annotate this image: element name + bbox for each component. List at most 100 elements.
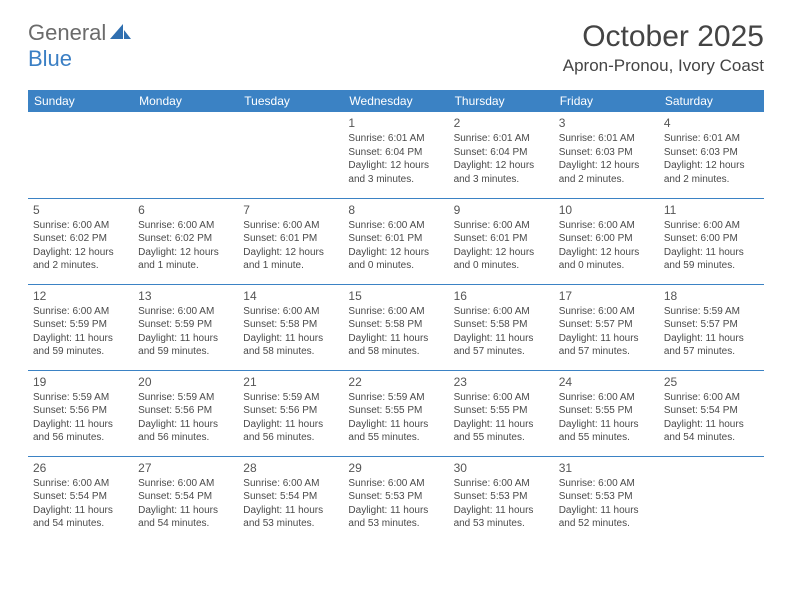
sunrise-text: Sunrise: 6:01 AM bbox=[348, 132, 443, 146]
calendar-cell: 25Sunrise: 6:00 AMSunset: 5:54 PMDayligh… bbox=[659, 370, 764, 456]
day-number: 7 bbox=[243, 202, 338, 218]
calendar-cell bbox=[238, 112, 343, 198]
day-number: 29 bbox=[348, 460, 443, 476]
day-number: 26 bbox=[33, 460, 128, 476]
sunset-text: Sunset: 5:57 PM bbox=[664, 318, 759, 332]
sunset-text: Sunset: 6:00 PM bbox=[664, 232, 759, 246]
sunrise-text: Sunrise: 6:00 AM bbox=[243, 477, 338, 491]
day-number: 27 bbox=[138, 460, 233, 476]
calendar-cell bbox=[659, 456, 764, 542]
day-number: 22 bbox=[348, 374, 443, 390]
sunrise-text: Sunrise: 6:01 AM bbox=[664, 132, 759, 146]
sunrise-text: Sunrise: 6:00 AM bbox=[348, 305, 443, 319]
sunset-text: Sunset: 5:59 PM bbox=[138, 318, 233, 332]
calendar-cell: 3Sunrise: 6:01 AMSunset: 6:03 PMDaylight… bbox=[554, 112, 659, 198]
calendar-cell: 19Sunrise: 5:59 AMSunset: 5:56 PMDayligh… bbox=[28, 370, 133, 456]
daylight-text: Daylight: 12 hours and 1 minute. bbox=[243, 246, 338, 273]
sunrise-text: Sunrise: 6:00 AM bbox=[33, 477, 128, 491]
sunrise-text: Sunrise: 6:01 AM bbox=[454, 132, 549, 146]
sunset-text: Sunset: 5:58 PM bbox=[243, 318, 338, 332]
daylight-text: Daylight: 12 hours and 3 minutes. bbox=[348, 159, 443, 186]
sunrise-text: Sunrise: 6:00 AM bbox=[559, 391, 654, 405]
sunrise-text: Sunrise: 6:00 AM bbox=[138, 477, 233, 491]
sunset-text: Sunset: 5:58 PM bbox=[454, 318, 549, 332]
daylight-text: Daylight: 12 hours and 0 minutes. bbox=[559, 246, 654, 273]
calendar-row: 19Sunrise: 5:59 AMSunset: 5:56 PMDayligh… bbox=[28, 370, 764, 456]
daylight-text: Daylight: 12 hours and 0 minutes. bbox=[454, 246, 549, 273]
daylight-text: Daylight: 12 hours and 0 minutes. bbox=[348, 246, 443, 273]
sunrise-text: Sunrise: 5:59 AM bbox=[664, 305, 759, 319]
sunset-text: Sunset: 5:56 PM bbox=[33, 404, 128, 418]
day-header-row: Sunday Monday Tuesday Wednesday Thursday… bbox=[28, 90, 764, 112]
sunrise-text: Sunrise: 6:00 AM bbox=[664, 391, 759, 405]
sunrise-text: Sunrise: 6:00 AM bbox=[348, 219, 443, 233]
day-number: 8 bbox=[348, 202, 443, 218]
calendar-row: 26Sunrise: 6:00 AMSunset: 5:54 PMDayligh… bbox=[28, 456, 764, 542]
calendar-row: 12Sunrise: 6:00 AMSunset: 5:59 PMDayligh… bbox=[28, 284, 764, 370]
calendar-cell: 31Sunrise: 6:00 AMSunset: 5:53 PMDayligh… bbox=[554, 456, 659, 542]
day-number: 1 bbox=[348, 115, 443, 131]
daylight-text: Daylight: 12 hours and 3 minutes. bbox=[454, 159, 549, 186]
day-number: 21 bbox=[243, 374, 338, 390]
sunrise-text: Sunrise: 6:00 AM bbox=[243, 219, 338, 233]
daylight-text: Daylight: 12 hours and 1 minute. bbox=[138, 246, 233, 273]
day-number: 11 bbox=[664, 202, 759, 218]
day-header: Tuesday bbox=[238, 90, 343, 112]
calendar-table: Sunday Monday Tuesday Wednesday Thursday… bbox=[28, 90, 764, 542]
calendar-cell bbox=[28, 112, 133, 198]
calendar-cell: 4Sunrise: 6:01 AMSunset: 6:03 PMDaylight… bbox=[659, 112, 764, 198]
daylight-text: Daylight: 11 hours and 59 minutes. bbox=[664, 246, 759, 273]
calendar-cell: 12Sunrise: 6:00 AMSunset: 5:59 PMDayligh… bbox=[28, 284, 133, 370]
daylight-text: Daylight: 11 hours and 59 minutes. bbox=[33, 332, 128, 359]
daylight-text: Daylight: 11 hours and 55 minutes. bbox=[454, 418, 549, 445]
daylight-text: Daylight: 12 hours and 2 minutes. bbox=[559, 159, 654, 186]
day-number: 15 bbox=[348, 288, 443, 304]
daylight-text: Daylight: 11 hours and 54 minutes. bbox=[664, 418, 759, 445]
sunrise-text: Sunrise: 6:00 AM bbox=[664, 219, 759, 233]
sunrise-text: Sunrise: 6:00 AM bbox=[33, 305, 128, 319]
sunset-text: Sunset: 5:55 PM bbox=[559, 404, 654, 418]
month-title: October 2025 bbox=[563, 20, 764, 54]
sunset-text: Sunset: 5:59 PM bbox=[33, 318, 128, 332]
day-number: 5 bbox=[33, 202, 128, 218]
daylight-text: Daylight: 11 hours and 53 minutes. bbox=[454, 504, 549, 531]
calendar-body: 1Sunrise: 6:01 AMSunset: 6:04 PMDaylight… bbox=[28, 112, 764, 542]
daylight-text: Daylight: 11 hours and 55 minutes. bbox=[559, 418, 654, 445]
sunset-text: Sunset: 5:53 PM bbox=[348, 490, 443, 504]
sunrise-text: Sunrise: 6:00 AM bbox=[243, 305, 338, 319]
day-number: 19 bbox=[33, 374, 128, 390]
day-header: Monday bbox=[133, 90, 238, 112]
daylight-text: Daylight: 11 hours and 53 minutes. bbox=[348, 504, 443, 531]
sunrise-text: Sunrise: 6:00 AM bbox=[454, 477, 549, 491]
calendar-cell: 8Sunrise: 6:00 AMSunset: 6:01 PMDaylight… bbox=[343, 198, 448, 284]
sunrise-text: Sunrise: 5:59 AM bbox=[138, 391, 233, 405]
day-number: 12 bbox=[33, 288, 128, 304]
calendar-row: 1Sunrise: 6:01 AMSunset: 6:04 PMDaylight… bbox=[28, 112, 764, 198]
day-number: 17 bbox=[559, 288, 654, 304]
calendar-cell: 23Sunrise: 6:00 AMSunset: 5:55 PMDayligh… bbox=[449, 370, 554, 456]
day-number: 3 bbox=[559, 115, 654, 131]
sunrise-text: Sunrise: 5:59 AM bbox=[33, 391, 128, 405]
day-number: 6 bbox=[138, 202, 233, 218]
sunrise-text: Sunrise: 6:00 AM bbox=[454, 219, 549, 233]
calendar-cell: 28Sunrise: 6:00 AMSunset: 5:54 PMDayligh… bbox=[238, 456, 343, 542]
day-header: Wednesday bbox=[343, 90, 448, 112]
logo-text-general: General bbox=[28, 20, 106, 46]
calendar-cell bbox=[133, 112, 238, 198]
daylight-text: Daylight: 11 hours and 55 minutes. bbox=[348, 418, 443, 445]
day-header: Sunday bbox=[28, 90, 133, 112]
sunset-text: Sunset: 5:55 PM bbox=[454, 404, 549, 418]
sunset-text: Sunset: 6:04 PM bbox=[454, 146, 549, 160]
daylight-text: Daylight: 11 hours and 57 minutes. bbox=[664, 332, 759, 359]
logo-subline: Blue bbox=[28, 46, 72, 72]
day-number: 25 bbox=[664, 374, 759, 390]
sunrise-text: Sunrise: 6:00 AM bbox=[33, 219, 128, 233]
sunset-text: Sunset: 6:01 PM bbox=[348, 232, 443, 246]
calendar-cell: 20Sunrise: 5:59 AMSunset: 5:56 PMDayligh… bbox=[133, 370, 238, 456]
daylight-text: Daylight: 11 hours and 56 minutes. bbox=[33, 418, 128, 445]
sunrise-text: Sunrise: 5:59 AM bbox=[348, 391, 443, 405]
sunrise-text: Sunrise: 6:00 AM bbox=[559, 477, 654, 491]
day-number: 30 bbox=[454, 460, 549, 476]
header: General October 2025 Apron-Pronou, Ivory… bbox=[0, 0, 792, 84]
day-number: 16 bbox=[454, 288, 549, 304]
